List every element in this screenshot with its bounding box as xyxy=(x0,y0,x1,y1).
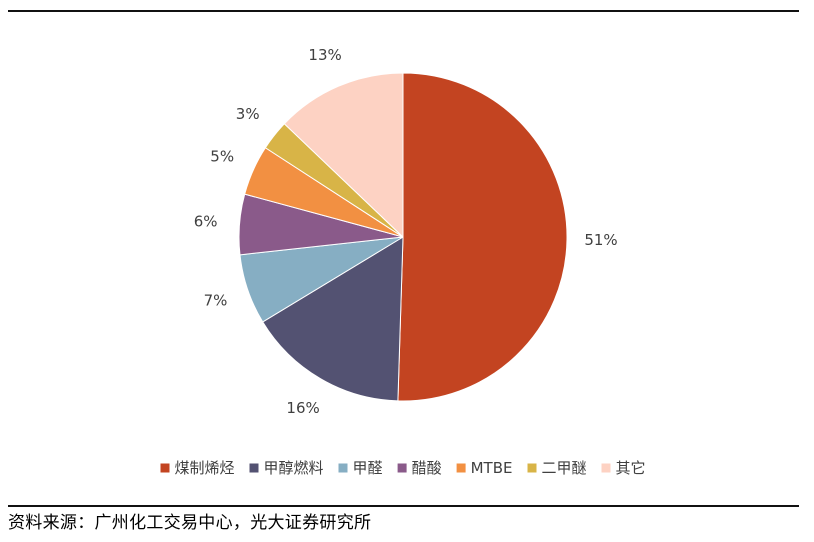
slice-percent-label: 3% xyxy=(236,105,260,123)
legend-swatch xyxy=(249,463,259,473)
legend-label: 甲醇燃料 xyxy=(264,459,324,477)
pie-slice xyxy=(262,236,404,402)
slice-percent-label: 7% xyxy=(204,292,228,310)
top-rule xyxy=(8,10,799,12)
legend-label: 醋酸 xyxy=(412,459,442,477)
slice-percent-label: 16% xyxy=(286,399,319,417)
source-note: 资料来源：广州化工交易中心，光大证券研究所 xyxy=(8,513,372,533)
legend-label: 二甲醚 xyxy=(542,459,587,477)
legend-swatch xyxy=(527,463,537,473)
legend-swatch xyxy=(601,463,611,473)
slice-percent-label: 13% xyxy=(308,46,341,64)
legend: 煤制烯烃 甲醇燃料 甲醛 醋酸 MTBE 二甲醚 其它 xyxy=(160,459,646,477)
slice-percent-label: 51% xyxy=(584,231,617,249)
pie-chart: 51% 16% 7% 6% 5% 3% 13% 煤制烯烃 甲醇燃料 甲醛 醋酸 MTBE 二甲醚 其它 xyxy=(160,46,646,477)
bottom-rule xyxy=(8,505,799,507)
legend-swatch xyxy=(338,463,348,473)
pie-slice xyxy=(397,72,568,402)
legend-swatch xyxy=(397,463,407,473)
legend-label: MTBE xyxy=(471,459,513,477)
slice-percent-label: 5% xyxy=(210,147,234,165)
legend-swatch xyxy=(160,463,170,473)
legend-label: 其它 xyxy=(616,459,646,477)
legend-swatch xyxy=(456,463,466,473)
slice-percent-label: 6% xyxy=(194,213,218,231)
pie-slice xyxy=(283,72,404,239)
legend-label: 煤制烯烃 xyxy=(175,459,235,477)
legend-label: 甲醛 xyxy=(353,459,383,477)
